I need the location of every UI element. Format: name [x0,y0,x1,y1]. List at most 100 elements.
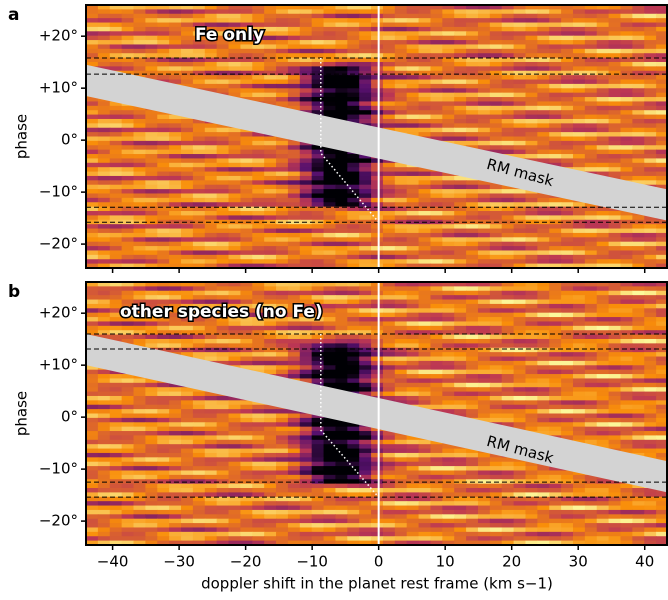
heatmap-cell [134,9,146,14]
heatmap-cell [312,453,324,458]
heatmap-cell [169,229,181,234]
heatmap-cell [454,321,466,326]
heatmap-cell [98,457,110,462]
heatmap-cell [157,286,169,291]
heatmap-cell [466,233,478,238]
heatmap-cell [561,414,573,419]
heatmap-cell [347,313,359,318]
heatmap-cell [181,66,193,71]
heatmap-cell [335,202,347,207]
heatmap-cell [240,321,252,326]
heatmap-cell [229,444,241,449]
heatmap-cell [122,237,134,242]
heatmap-cell [110,14,122,19]
heatmap-cell [347,348,359,353]
heatmap-cell [620,255,632,260]
heatmap-cell [597,348,609,353]
heatmap-cell [347,44,359,49]
heatmap-cell [609,242,621,247]
heatmap-cell [371,36,383,41]
heatmap-cell [407,224,419,229]
heatmap-cell [502,361,514,366]
heatmap-cell [264,348,276,353]
heatmap-cell [609,255,621,260]
heatmap-cell [86,36,98,41]
heatmap-cell [478,137,490,142]
heatmap-cell [383,250,395,255]
heatmap-cell [157,233,169,238]
heatmap-cell [86,370,98,375]
heatmap-cell [395,176,407,181]
heatmap-cell [442,229,454,234]
heatmap-cell [288,40,300,45]
heatmap-cell [609,250,621,255]
heatmap-cell [229,462,241,467]
heatmap-cell [561,335,573,340]
heatmap-cell [347,435,359,440]
heatmap-cell [347,80,359,85]
heatmap-cell [181,145,193,150]
heatmap-cell [145,291,157,296]
heatmap-cell [300,440,312,445]
heatmap-cell [466,53,478,58]
heatmap-cell [442,255,454,260]
heatmap-cell [217,150,229,155]
heatmap-cell [371,185,383,190]
heatmap-cell [110,449,122,454]
heatmap-cell [395,27,407,32]
heatmap-cell [276,189,288,194]
heatmap-cell [537,123,549,128]
heatmap-cell [585,224,597,229]
heatmap-cell [335,158,347,163]
heatmap-cell [585,141,597,146]
heatmap-cell [419,326,431,331]
heatmap-cell [549,36,561,41]
heatmap-cell [573,414,585,419]
heatmap-cell [157,66,169,71]
heatmap-cell [609,286,621,291]
heatmap-cell [300,250,312,255]
heatmap-cell [573,163,585,168]
heatmap-cell [347,237,359,242]
heatmap-cell [419,198,431,203]
y-axis-label: phase [13,114,31,159]
heatmap-cell [300,97,312,102]
heatmap-cell [419,62,431,67]
heatmap-cell [359,158,371,163]
heatmap-cell [597,75,609,80]
heatmap-cell [335,286,347,291]
heatmap-cell [609,123,621,128]
heatmap-cell [573,128,585,133]
heatmap-cell [644,422,656,427]
heatmap-cell [193,80,205,85]
heatmap-cell [181,198,193,203]
heatmap-cell [252,224,264,229]
heatmap-cell [561,250,573,255]
heatmap-cell [466,357,478,362]
heatmap-cell [454,313,466,318]
heatmap-cell [466,405,478,410]
heatmap-cell [573,335,585,340]
heatmap-cell [312,326,324,331]
heatmap-cell [537,255,549,260]
heatmap-cell [395,304,407,309]
heatmap-cell [240,211,252,216]
heatmap-cell [300,255,312,260]
heatmap-cell [122,137,134,142]
heatmap-cell [620,291,632,296]
heatmap-cell [514,62,526,67]
heatmap-cell [597,23,609,28]
heatmap-cell [407,53,419,58]
heatmap-cell [561,291,573,296]
heatmap-cell [193,176,205,181]
heatmap-cell [193,343,205,348]
heatmap-cell [288,431,300,436]
heatmap-cell [644,150,656,155]
heatmap-cell [609,154,621,159]
heatmap-cell [620,383,632,388]
heatmap-cell [478,211,490,216]
heatmap-cell [525,409,537,414]
heatmap-cell [632,335,644,340]
heatmap-cell [335,352,347,357]
